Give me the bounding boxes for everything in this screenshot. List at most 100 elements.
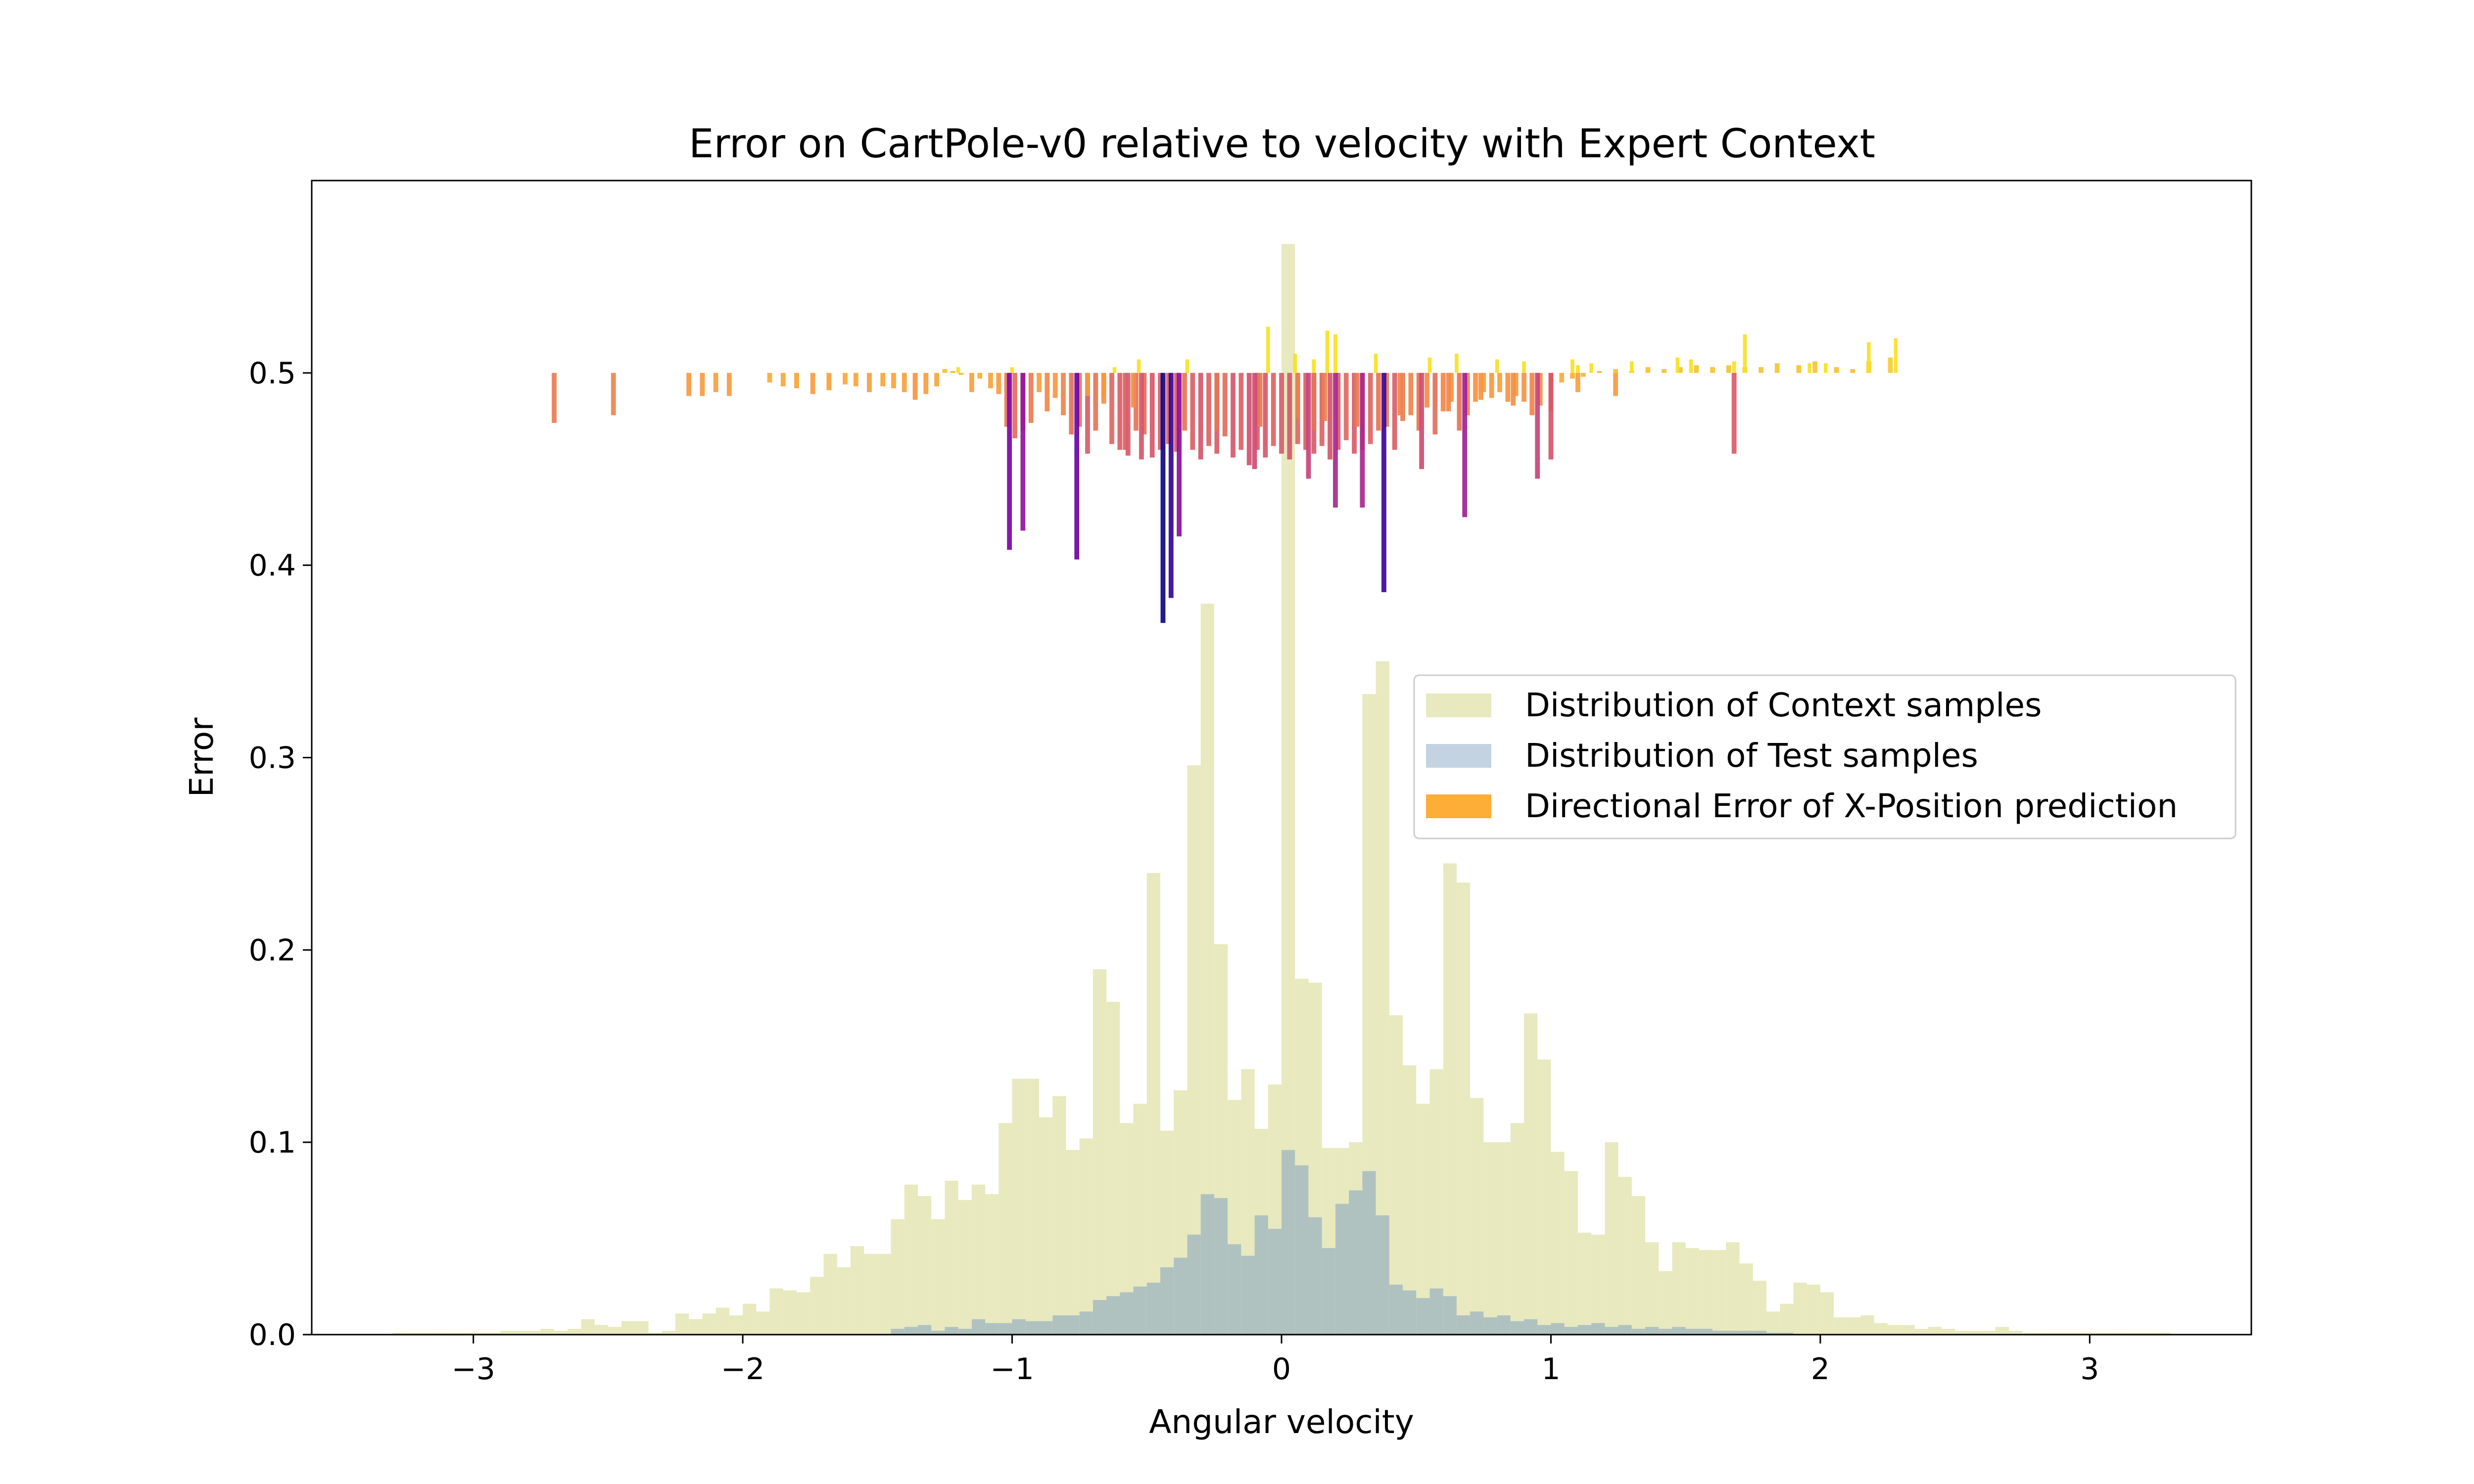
context-hist-bar [486,1333,501,1335]
error-bar [1343,372,1349,440]
test-hist-bar [1079,1311,1093,1335]
error-bar [1190,372,1195,450]
error-bar [1255,372,1260,450]
context-hist-bar [931,1219,945,1335]
test-hist-bar [1376,1215,1389,1335]
error-bar [1425,372,1429,408]
error-bar [1850,369,1856,373]
x-tick-label: 3 [2080,1352,2099,1387]
error-bar [1311,372,1317,431]
error-bar [1325,330,1330,373]
context-hist-bar [675,1313,689,1335]
context-hist-bar [1537,1059,1551,1335]
error-bar [1306,372,1311,479]
test-hist-bar [1672,1327,1686,1335]
error-bar [1238,372,1244,450]
error-bar [1222,372,1228,437]
context-hist-bar [1093,969,1107,1335]
error-bar [1522,372,1526,402]
error-bar [1481,372,1486,392]
test-hist-bar [1093,1300,1107,1335]
test-distribution-histogram [891,1150,1794,1335]
context-hist-bar [1941,1329,1955,1335]
test-hist-bar [1133,1286,1147,1335]
test-hist-bar [1174,1257,1188,1335]
legend-entry-error: Directional Error of X-Position predicti… [1426,787,2178,825]
context-hist-bar [568,1329,581,1335]
test-hist-bar [1685,1329,1699,1335]
error-bar [1085,372,1090,454]
legend-label-error: Directional Error of X-Position predicti… [1525,787,2178,825]
context-hist-bar [1066,1150,1080,1335]
error-bar [1319,372,1325,446]
legend-swatch-test [1426,744,1491,768]
error-bar [1613,372,1618,396]
error-bar [1575,372,1580,392]
context-hist-bar [837,1267,851,1335]
error-bar [1069,372,1074,435]
x-tick-label: 2 [1811,1352,1830,1387]
error-bar [1774,363,1780,373]
context-hist-bar [1551,1152,1565,1335]
context-hist-bar [1834,1317,1848,1335]
error-bar [810,372,815,394]
error-bar [1279,372,1284,454]
legend-entry-test: Distribution of Test samples [1426,737,1978,775]
test-hist-bar [1510,1321,1524,1335]
context-hist-bar [1982,1331,1996,1335]
x-tick-label: −1 [990,1352,1034,1387]
error-bar [942,369,948,373]
error-bar [1629,361,1634,373]
test-hist-bar [1470,1311,1484,1335]
test-hist-bar [1389,1284,1403,1335]
error-bar [1061,372,1066,416]
test-hist-bar [999,1323,1012,1335]
context-hist-bar [2009,1331,2023,1335]
test-hist-bar [1200,1194,1214,1335]
error-bar [1511,372,1516,406]
test-hist-bar [1739,1331,1753,1335]
context-hist-bar [1699,1250,1713,1335]
context-hist-bar [473,1333,487,1335]
error-bar [1613,369,1618,373]
x-axis-ticks: −3 −2 −1 0 1 2 3 [451,1335,2099,1387]
error-bar [891,372,896,388]
directional-error-bars [552,326,1898,623]
error-bar [1093,372,1098,431]
test-hist-bar [1066,1315,1080,1335]
context-hist-bar [999,1123,1012,1335]
error-bar [1759,367,1764,373]
error-bar [1548,372,1554,460]
error-bar [1174,372,1179,452]
error-bar [1812,361,1817,373]
error-bar [1823,363,1828,373]
error-bar [1867,342,1871,373]
context-hist-bar [460,1333,474,1335]
error-bar [1645,367,1651,373]
legend: Distribution of Context samples Distribu… [1413,674,2236,839]
legend-label-test: Distribution of Test samples [1525,737,1978,775]
context-hist-bar [1995,1327,2009,1335]
error-bar [1392,372,1397,450]
error-bar [1397,372,1403,416]
error-bar [867,372,872,392]
y-tick-label: 0.0 [249,1318,296,1352]
error-bar [1020,372,1026,531]
context-hist-bar [1564,1171,1578,1335]
context-hist-bar [2049,1333,2063,1335]
test-hist-bar [985,1323,999,1335]
x-tick-label: 0 [1272,1352,1291,1387]
context-hist-bar [891,1219,904,1335]
error-bar [1710,367,1715,373]
context-hist-bar [864,1253,878,1335]
error-bar [1462,372,1468,517]
test-hist-bar [1039,1321,1053,1335]
context-hist-bar [1524,1013,1538,1335]
x-tick-label: −2 [721,1352,764,1387]
test-hist-bar [1295,1165,1309,1335]
test-hist-bar [1713,1331,1726,1335]
test-hist-bar [1726,1331,1740,1335]
error-bar [1287,372,1292,460]
error-bar [1449,372,1454,402]
error-bar [1376,372,1381,431]
